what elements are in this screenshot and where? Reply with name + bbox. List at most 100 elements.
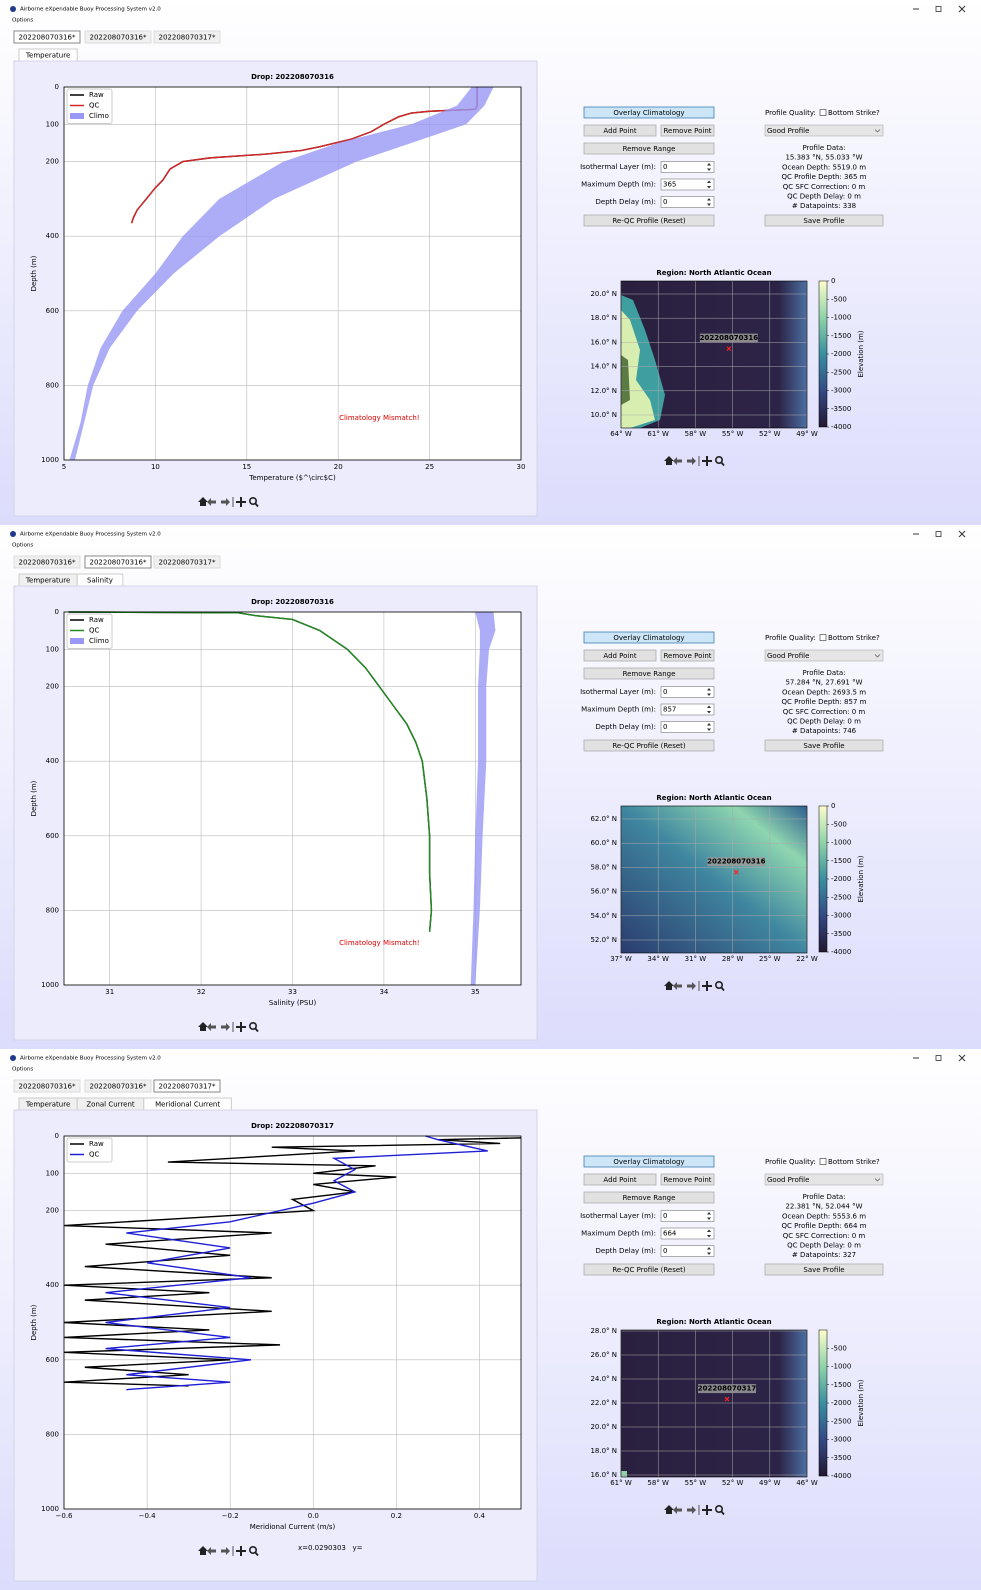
field-value[interactable]: 0 [663,688,667,696]
map-lon-label: 61° W [610,1479,632,1487]
field-label: Maximum Depth (m): [581,1230,656,1238]
profile-data-line: 22.381 °N, 52.044 °W [785,1203,862,1211]
field-value[interactable]: 0 [663,723,667,731]
legend-swatch [70,113,84,119]
bottom-strike-checkbox[interactable] [820,110,826,116]
quality-label: Profile Quality: [765,634,816,642]
legend: RawQCClimo [67,89,112,124]
y-tick-label: 400 [46,1281,59,1289]
overlay-button-label[interactable]: Overlay Climatology [613,634,684,642]
map-lat-label: 52.0° N [590,936,617,944]
y-tick-label: 1000 [41,981,59,989]
quality-value[interactable]: Good Profile [767,127,809,135]
sub-tab-label[interactable]: Temperature [25,577,70,585]
file-tab-label[interactable]: 202208070317* [159,34,216,42]
field-value[interactable]: 857 [663,706,676,714]
profile-data-line: 57.284 °N, 27.691 °W [785,679,862,687]
x-tick-label: 31 [105,988,114,996]
bottom-strike-checkbox[interactable] [820,635,826,641]
x-tick-label: −0.6 [56,1512,74,1520]
bottom-strike-label: Bottom Strike? [828,109,880,117]
file-tab-label[interactable]: 202208070316* [90,559,147,567]
file-tab-label[interactable]: 202208070316* [90,34,147,42]
y-tick-label: 0 [55,1132,59,1140]
sub-tab-label[interactable]: Zonal Current [86,1101,135,1109]
sub-tab-label[interactable]: Temperature [25,52,70,60]
remove-point-button-label[interactable]: Remove Point [663,652,711,660]
quality-value[interactable]: Good Profile [767,652,809,660]
field-value[interactable]: 0 [663,163,667,171]
profile-data-line: QC Profile Depth: 365 m [782,173,867,181]
field-value[interactable]: 0 [663,1212,667,1220]
file-tab-label[interactable]: 202208070316* [19,559,76,567]
legend-label: QC [89,627,100,635]
annotation: Climatology Mismatch! [339,939,420,947]
sub-tab-label[interactable]: Salinity [87,577,113,585]
y-tick-label: 400 [46,232,59,240]
map-lon-label: 49° W [796,430,818,438]
colorbar-tick-label: 0 [831,802,835,810]
field-value[interactable]: 664 [663,1230,677,1238]
add-point-button-label[interactable]: Add Point [603,127,636,135]
x-tick-label: −0.2 [222,1512,239,1520]
y-tick-label: 200 [46,1207,59,1215]
map-lon-label: 55° W [685,1479,707,1487]
remove-range-button-label[interactable]: Remove Range [623,670,676,678]
app-icon [10,1055,16,1061]
reset-button-label[interactable]: Re-QC Profile (Reset) [612,217,686,225]
reset-button-label[interactable]: Re-QC Profile (Reset) [612,1266,686,1274]
map-lon-label: 52° W [722,1479,744,1487]
colorbar-tick-label: -1000 [831,1363,851,1371]
colorbar-tick-label: -2500 [831,368,851,376]
remove-point-button-label[interactable]: Remove Point [663,127,711,135]
annotation: Climatology Mismatch! [339,414,420,422]
menu-options[interactable]: Options [12,18,33,24]
overlay-button-label[interactable]: Overlay Climatology [613,109,684,117]
sub-tab-label[interactable]: Meridional Current [155,1101,220,1109]
quality-value[interactable]: Good Profile [767,1176,809,1184]
remove-range-button-label[interactable]: Remove Range [623,1194,676,1202]
field-value[interactable]: 0 [663,1247,667,1255]
reset-button-label[interactable]: Re-QC Profile (Reset) [612,742,686,750]
app-window: Airborne eXpendable Buoy Processing Syst… [0,1049,981,1590]
field-value[interactable]: 365 [663,181,676,189]
colorbar-tick-label: -4000 [831,948,851,956]
file-tab-label[interactable]: 202208070316* [19,1083,76,1091]
add-point-button-label[interactable]: Add Point [603,1176,636,1184]
map-lat-label: 16.0° N [590,338,617,346]
field-input[interactable] [661,687,714,698]
field-input[interactable] [661,1246,714,1257]
menu-options[interactable]: Options [12,543,33,549]
overlay-button-label[interactable]: Overlay Climatology [613,1158,684,1166]
field-input[interactable] [661,1211,714,1222]
save-profile-button-label[interactable]: Save Profile [803,1266,844,1274]
map-lat-label: 56.0° N [590,888,617,896]
map-lat-label: 10.0° N [590,411,617,419]
colorbar-label: Elevation (m) [857,1379,865,1426]
plot-title: Drop: 202208070316 [251,73,334,81]
remove-point-button-label[interactable]: Remove Point [663,1176,711,1184]
y-tick-label: 600 [46,832,59,840]
file-tab-label[interactable]: 202208070317* [159,559,216,567]
save-profile-button-label[interactable]: Save Profile [803,742,844,750]
field-value[interactable]: 0 [663,198,667,206]
colorbar-tick-label: -500 [831,820,847,828]
profile-data-line: QC SFC Correction: 0 m [783,183,866,191]
remove-range-button-label[interactable]: Remove Range [623,145,676,153]
menu-options[interactable]: Options [12,1067,33,1073]
field-label: Isothermal Layer (m): [580,1212,656,1220]
file-tab-label[interactable]: 202208070316* [19,34,76,42]
bottom-strike-checkbox[interactable] [820,1159,826,1165]
x-axis-label: Meridional Current (m/s) [250,1523,336,1531]
sub-tab-label[interactable]: Temperature [25,1101,70,1109]
field-input[interactable] [661,162,714,173]
map-lon-label: 34° W [647,955,669,963]
field-input[interactable] [661,722,714,733]
file-tab-label[interactable]: 202208070317* [159,1083,216,1091]
add-point-button-label[interactable]: Add Point [603,652,636,660]
map-lon-label: 55° W [722,430,744,438]
field-input[interactable] [661,197,714,208]
file-tab-label[interactable]: 202208070316* [90,1083,147,1091]
save-profile-button-label[interactable]: Save Profile [803,217,844,225]
cursor-status: x=0.0290303 y= [298,1544,363,1552]
